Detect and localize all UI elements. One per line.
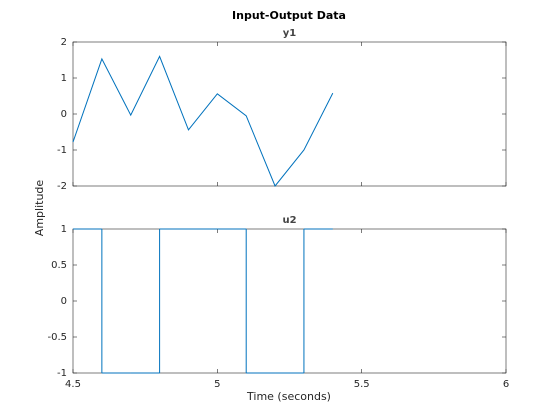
y-tick-label: 1 [61, 224, 67, 235]
x-axis-label: Time (seconds) [246, 390, 331, 403]
axes-box [72, 41, 507, 187]
y-tick-label: 1 [61, 73, 67, 84]
y-tick-label: 0 [61, 109, 67, 120]
data-line [72, 55, 334, 187]
y-tick-label: -1 [57, 145, 67, 156]
subplot-title: y1 [283, 28, 297, 39]
subplot-title: u2 [282, 215, 296, 226]
y-tick-label: -1 [57, 368, 67, 379]
y-tick-label: 2 [61, 37, 67, 48]
x-tick-label: 5 [214, 379, 220, 390]
x-tick-label: 5.5 [354, 379, 370, 390]
y-tick-label: -0.5 [47, 332, 67, 343]
y-axis-label: Amplitude [33, 180, 46, 237]
axes-box [72, 228, 507, 374]
y-tick-label: 0 [61, 296, 67, 307]
x-tick-label: 6 [503, 379, 509, 390]
y-tick-label: -2 [57, 181, 67, 192]
x-tick-label: 4.5 [65, 379, 81, 390]
y-tick-label: 0.5 [51, 260, 67, 271]
figure-title: Input-Output Data [232, 9, 346, 22]
